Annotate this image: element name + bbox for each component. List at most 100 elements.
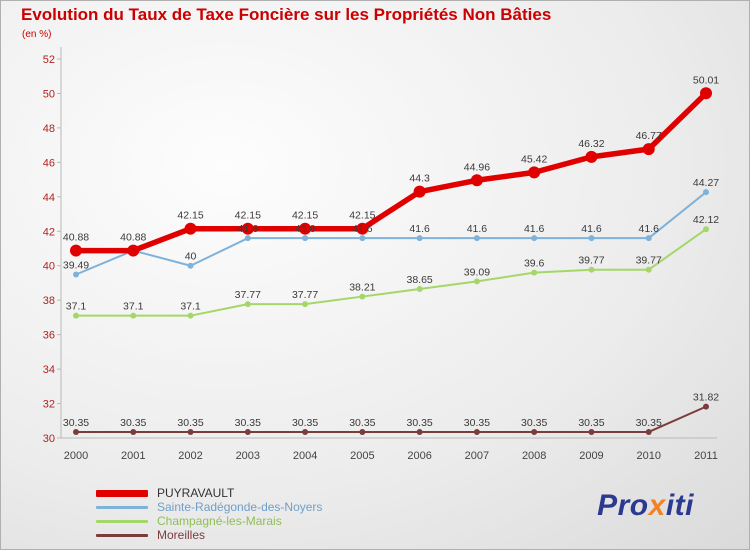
- data-point: [302, 301, 309, 308]
- series-line-sainte-rad-gonde-des-noyers: [75, 191, 707, 276]
- value-label: 39.49: [63, 260, 89, 272]
- value-label: 41.6: [524, 223, 545, 235]
- value-label: 37.1: [66, 301, 87, 313]
- x-tick-label: 2008: [522, 450, 546, 462]
- series-line-moreilles: [75, 405, 707, 433]
- data-point: [302, 428, 309, 435]
- value-label: 37.1: [123, 301, 144, 313]
- series-line-puyravault: [73, 90, 709, 254]
- line-chart: 30 32 34 36 38 40 42 44 46 48 50 52 2000 2001 2002 2003…: [43, 47, 719, 462]
- legend-swatch: [96, 489, 148, 497]
- value-label: 41.6: [295, 223, 316, 235]
- value-label: 46.77: [636, 130, 662, 142]
- value-label: 30.35: [349, 417, 375, 429]
- data-point: [531, 269, 538, 276]
- y-tick-label: 32: [43, 399, 55, 411]
- legend-label: PUYRAVAULT: [157, 486, 235, 500]
- value-label: 30.35: [521, 417, 547, 429]
- y-tick-label: 46: [43, 157, 55, 169]
- value-label: 37.77: [235, 289, 261, 301]
- y-tick-label: 44: [43, 192, 55, 204]
- value-label: 39.77: [636, 255, 662, 267]
- legend-item-moreilles: Moreilles: [96, 528, 322, 542]
- value-label: 38.65: [406, 274, 432, 286]
- value-label: 30.35: [63, 417, 89, 429]
- data-point: [473, 278, 480, 285]
- data-point: [531, 235, 538, 242]
- data-point: [187, 312, 194, 319]
- y-tick-label: 38: [43, 295, 55, 307]
- value-label: 42.15: [292, 210, 318, 222]
- data-point: [703, 403, 709, 410]
- data-point: [416, 235, 423, 242]
- y-tick-label: 50: [43, 88, 55, 100]
- x-tick-label: 2001: [121, 450, 145, 462]
- y-tick-label: 30: [43, 433, 55, 445]
- chart-legend: PUYRAVAULT Sainte-Radégonde-des-Noyers Cha…: [96, 486, 322, 542]
- value-label: 30.35: [235, 417, 261, 429]
- legend-swatch: [96, 519, 148, 523]
- value-label: 50.01: [693, 74, 719, 86]
- page-title: Evolution du Taux de Taxe Foncière sur l…: [21, 5, 552, 24]
- y-tick-label: 34: [43, 364, 55, 376]
- data-point: [645, 266, 652, 273]
- data-point: [359, 293, 366, 300]
- data-point: [703, 226, 709, 233]
- data-point: [302, 235, 309, 242]
- value-label: 44.3: [409, 173, 430, 185]
- data-point: [244, 235, 251, 242]
- data-point: [416, 428, 423, 435]
- value-label: 41.6: [467, 223, 488, 235]
- value-label: 39.77: [578, 255, 604, 267]
- proxiti-logo: Proxiti: [597, 489, 694, 523]
- y-tick-label: 42: [43, 226, 55, 238]
- series-line-champagn-les-marais: [75, 228, 707, 317]
- value-label: 41.6: [238, 223, 259, 235]
- x-tick-label: 2000: [64, 450, 88, 462]
- legend-item-sainte-rad-gonde-des-noyers: Sainte-Radégonde-des-Noyers: [96, 500, 322, 514]
- value-label: 45.42: [521, 153, 547, 165]
- value-label: 38.21: [349, 282, 375, 294]
- value-label: 30.35: [177, 417, 203, 429]
- data-point: [470, 174, 483, 187]
- value-label: 42.15: [349, 210, 375, 222]
- value-label: 30.35: [120, 417, 146, 429]
- value-label: 37.77: [292, 289, 318, 301]
- data-point: [588, 235, 595, 242]
- y-tick-label: 40: [43, 261, 55, 273]
- data-point: [130, 428, 137, 435]
- logo-text-part: x: [648, 489, 666, 522]
- x-tick-label: 2009: [579, 450, 603, 462]
- data-point: [642, 143, 655, 156]
- legend-label: Moreilles: [157, 528, 206, 542]
- data-point: [413, 185, 426, 198]
- data-point: [359, 235, 366, 242]
- value-label: 31.82: [693, 392, 719, 404]
- data-point: [244, 301, 251, 308]
- data-point: [473, 235, 480, 242]
- data-point: [187, 262, 194, 269]
- legend-label: Champagné-les-Marais: [157, 514, 282, 528]
- value-label: 46.32: [578, 138, 604, 150]
- legend-label: Sainte-Radégonde-des-Noyers: [157, 500, 323, 514]
- x-tick-label: 2003: [236, 450, 260, 462]
- data-point: [187, 428, 194, 435]
- data-point: [130, 312, 137, 319]
- data-point: [73, 428, 79, 435]
- chart-unit-subtitle: (en %): [22, 29, 52, 40]
- data-point: [356, 222, 369, 235]
- x-tick-label: 2006: [407, 450, 431, 462]
- data-point: [70, 244, 82, 257]
- logo-text-part: iti: [665, 489, 694, 522]
- data-point: [241, 222, 254, 235]
- value-label: 41.6: [352, 223, 373, 235]
- data-point: [645, 235, 652, 242]
- data-point: [127, 244, 140, 257]
- value-label: 42.15: [177, 210, 203, 222]
- data-point: [73, 271, 79, 278]
- x-tick-label: 2010: [636, 450, 660, 462]
- value-label: 42.12: [693, 214, 719, 226]
- value-label: 39.09: [464, 266, 490, 278]
- value-label: 40: [185, 251, 197, 263]
